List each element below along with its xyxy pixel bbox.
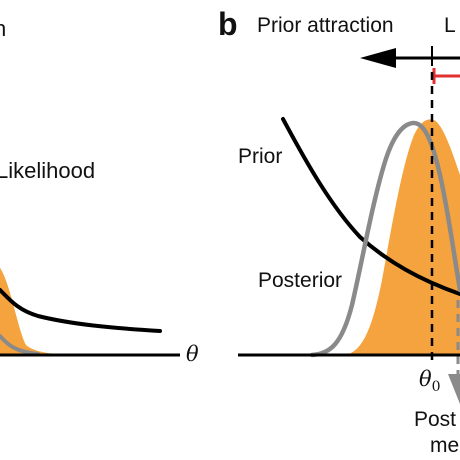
prior-label: Prior: [238, 145, 282, 168]
arrow-down-icon: [448, 374, 460, 404]
posterior-mean-label-line2: me: [430, 434, 459, 457]
likelihood-label: Likelihood: [0, 158, 95, 183]
posterior-curve-a: [0, 334, 40, 356]
prior-attraction-arrow: [360, 48, 460, 68]
theta-axis-label-a: θ: [186, 342, 199, 366]
theta0-subscript: 0: [432, 379, 441, 395]
panel-b: b Prior attraction L Prior Posterior: [218, 6, 460, 457]
arrow-left-icon: [360, 48, 396, 68]
panel-b-letter: b: [218, 6, 238, 42]
posterior-label: Posterior: [258, 269, 342, 292]
likelihood-distribution-a: [0, 268, 70, 355]
theta0-symbol: θ: [419, 367, 432, 391]
posterior-mean-label-line1: Post: [414, 408, 456, 431]
prior-curve-a: [0, 288, 162, 333]
prior-curve-b: [281, 117, 460, 296]
panel-a: h Likelihood θ: [0, 16, 199, 366]
theta0-label: θ0: [419, 367, 441, 395]
panel-a-title-fragment: h: [0, 16, 6, 41]
prior-attraction-label: Prior attraction: [257, 14, 394, 37]
bias-marker: [432, 68, 460, 84]
posterior-curve-b: [309, 120, 460, 358]
top-right-label-fragment: L: [444, 14, 456, 37]
